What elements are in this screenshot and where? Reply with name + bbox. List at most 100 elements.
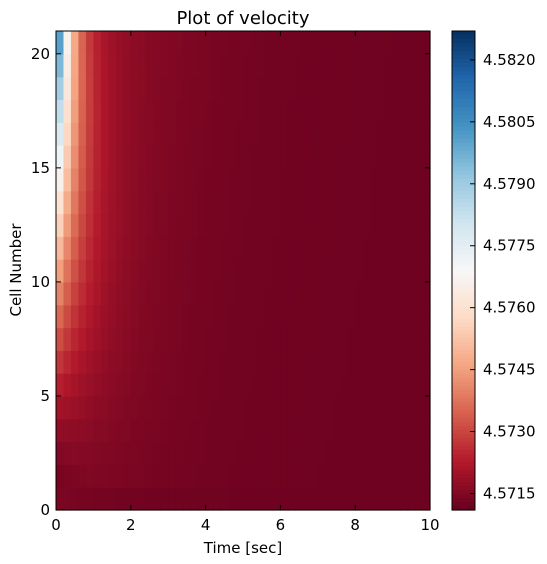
- heatmap-cell: [123, 281, 132, 306]
- heatmap-cell: [70, 76, 80, 101]
- heatmap-cell: [145, 281, 154, 306]
- colorbar-band: [452, 246, 475, 252]
- heatmap-cell: [385, 281, 394, 306]
- heatmap-cell: [340, 304, 349, 329]
- heatmap-cell: [130, 31, 139, 55]
- x-tick-label: 8: [350, 516, 360, 534]
- heatmap-cell: [407, 259, 416, 283]
- heatmap-cell: [70, 122, 80, 146]
- colorbar-band: [452, 386, 475, 391]
- heatmap-cell: [183, 441, 192, 465]
- colorbar-band: [452, 454, 475, 459]
- heatmap-cell: [310, 418, 319, 443]
- heatmap-cell: [220, 145, 229, 169]
- heatmap-cell: [340, 441, 349, 465]
- heatmap-cell: [325, 167, 334, 192]
- heatmap-cell: [56, 327, 65, 351]
- heatmap-cell: [205, 122, 214, 146]
- heatmap-cell: [257, 350, 267, 374]
- heatmap-cell: [213, 145, 222, 169]
- heatmap-cell: [265, 53, 274, 78]
- heatmap-cell: [340, 487, 349, 511]
- heatmap-cell: [362, 167, 371, 192]
- heatmap-cell: [70, 213, 80, 237]
- heatmap-cell: [213, 259, 222, 283]
- heatmap-cell: [213, 167, 222, 192]
- heatmap-cell: [377, 53, 386, 78]
- colorbar-band: [452, 502, 475, 507]
- heatmap-cell: [190, 31, 199, 55]
- heatmap-cell: [220, 464, 229, 488]
- heatmap-cell: [377, 99, 386, 123]
- heatmap-cell: [243, 53, 252, 78]
- heatmap-cell: [302, 327, 311, 351]
- heatmap-cell: [385, 236, 394, 260]
- heatmap-cell: [257, 281, 267, 306]
- heatmap-cell: [190, 373, 199, 397]
- heatmap-cell: [160, 395, 169, 420]
- heatmap-cell: [295, 167, 304, 192]
- colorbar-band: [452, 94, 475, 100]
- heatmap-cell: [415, 145, 424, 169]
- heatmap-cell: [362, 373, 371, 397]
- heatmap-cell: [175, 281, 184, 306]
- heatmap-cell: [198, 395, 207, 420]
- heatmap-cell: [138, 236, 147, 260]
- heatmap-cell: [340, 281, 349, 306]
- heatmap-cell: [175, 418, 184, 443]
- heatmap-cell: [392, 418, 401, 443]
- heatmap-cell: [115, 487, 124, 511]
- heatmap-cell: [160, 99, 169, 123]
- heatmap-cell: [265, 145, 274, 169]
- heatmap-cell: [85, 418, 94, 443]
- heatmap-cell: [392, 441, 401, 465]
- heatmap-cell: [205, 99, 214, 123]
- heatmap-cell: [130, 487, 139, 511]
- heatmap-cell: [400, 259, 409, 283]
- heatmap-cell: [392, 122, 401, 146]
- heatmap-cell: [63, 99, 72, 123]
- heatmap-cell: [250, 145, 259, 169]
- colorbar-band: [452, 226, 475, 232]
- heatmap-cell: [347, 53, 356, 78]
- heatmap-cell: [310, 487, 319, 511]
- colorbar-tick-label: 4.5775: [483, 237, 536, 255]
- heatmap-cell: [160, 304, 169, 329]
- heatmap-cell: [153, 236, 162, 260]
- colorbar-band: [452, 166, 475, 172]
- heatmap-cell: [220, 259, 229, 283]
- heatmap-cell: [93, 304, 102, 329]
- colorbar-band: [452, 242, 475, 248]
- heatmap-cell: [168, 99, 177, 123]
- heatmap-cell: [265, 259, 274, 283]
- heatmap-cell: [302, 145, 311, 169]
- heatmap-cell: [317, 418, 326, 443]
- heatmap-cell: [362, 31, 371, 55]
- heatmap-cell: [70, 190, 80, 215]
- heatmap-cell: [415, 395, 424, 420]
- heatmap-cell: [355, 327, 364, 351]
- heatmap-cell: [78, 418, 87, 443]
- heatmap-cell: [250, 53, 259, 78]
- heatmap-cell: [317, 395, 326, 420]
- heatmap-cell: [168, 259, 177, 283]
- heatmap-cell: [265, 327, 274, 351]
- colorbar-tick-label: 4.5760: [483, 299, 536, 317]
- heatmap-cell: [108, 53, 117, 78]
- heatmap-cell: [332, 76, 341, 101]
- heatmap-cell: [228, 441, 237, 465]
- y-tick-label: 0: [40, 501, 50, 519]
- heatmap-cell: [168, 31, 177, 55]
- heatmap-cell: [317, 76, 326, 101]
- heatmap-cell: [370, 76, 379, 101]
- heatmap-cell: [198, 236, 207, 260]
- heatmap-cell: [145, 213, 154, 237]
- heatmap-cell: [407, 190, 416, 215]
- heatmap-cell: [138, 281, 147, 306]
- heatmap-cell: [100, 304, 109, 329]
- heatmap-cell: [115, 76, 124, 101]
- heatmap-cell: [317, 99, 326, 123]
- heatmap-cell: [280, 122, 289, 146]
- heatmap-cell: [332, 190, 341, 215]
- heatmap-cell: [198, 190, 207, 215]
